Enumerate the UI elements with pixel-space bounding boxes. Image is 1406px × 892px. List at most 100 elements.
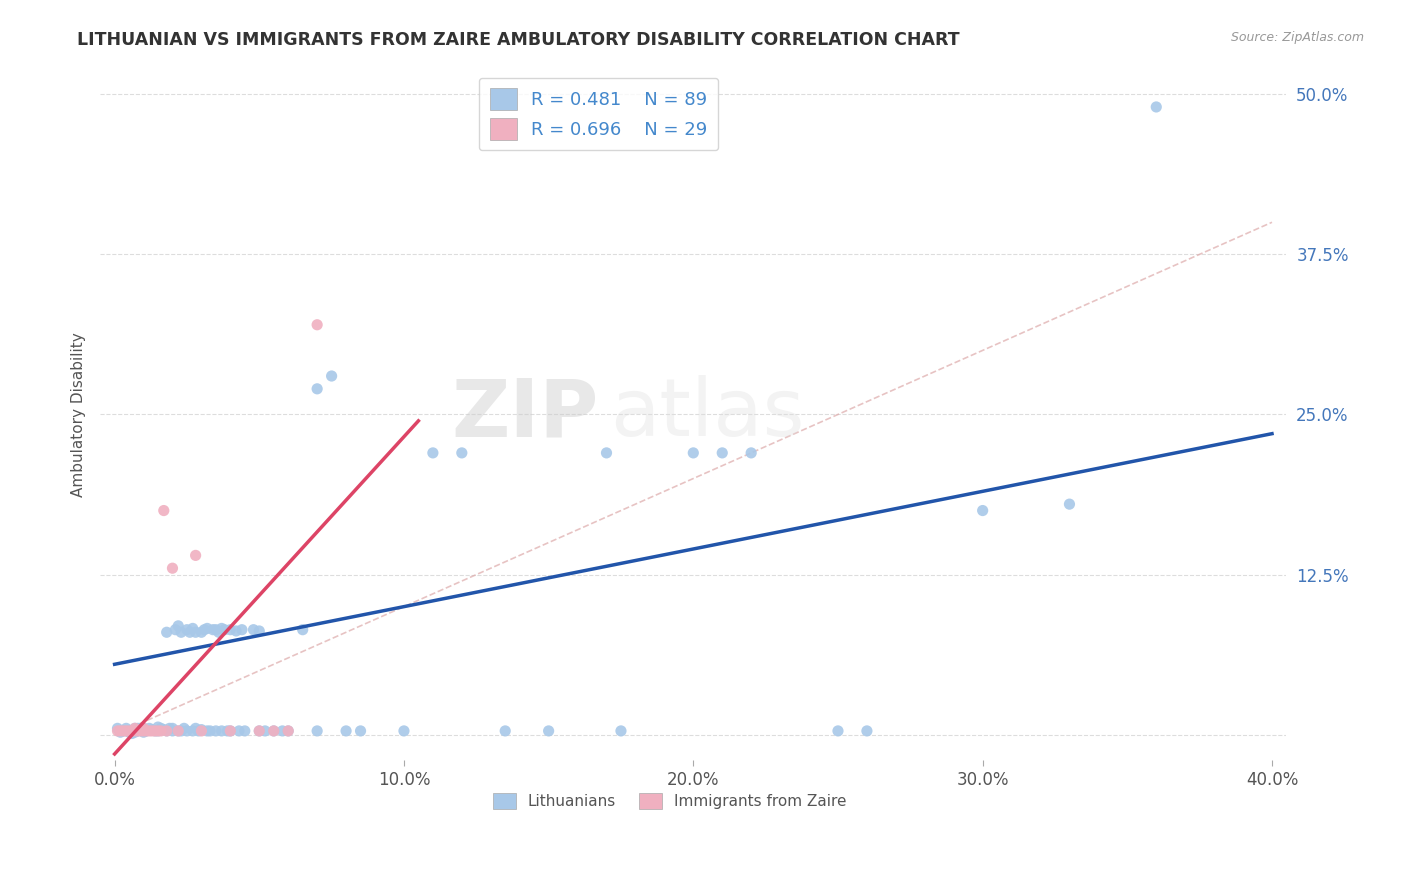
Point [138,723,160,738]
Point [127,722,149,736]
Point [146,723,169,738]
Point [124,725,146,739]
Point [167,723,190,738]
Text: atlas: atlas [610,376,804,453]
Point [321,369,343,384]
Point [156,625,179,640]
Point [135,723,157,738]
Point [112,723,135,738]
Point [162,722,184,736]
Point [740,446,762,460]
Point [195,622,218,636]
Point [132,723,155,738]
Point [190,723,212,738]
Point [146,720,169,734]
Point [1144,100,1167,114]
Point [211,622,233,636]
Text: LITHUANIAN VS IMMIGRANTS FROM ZAIRE AMBULATORY DISABILITY CORRELATION CHART: LITHUANIAN VS IMMIGRANTS FROM ZAIRE AMBU… [77,31,960,49]
Point [115,723,138,738]
Point [181,723,204,738]
Point [595,446,617,460]
Point [228,723,250,738]
Point [127,723,149,738]
Point [112,723,135,738]
Point [173,722,195,736]
Text: Source: ZipAtlas.com: Source: ZipAtlas.com [1230,31,1364,45]
Point [132,722,155,736]
Point [152,503,174,517]
Point [247,624,270,638]
Point [277,723,299,738]
Point [156,723,179,738]
Point [115,722,138,736]
Point [422,446,444,460]
Point [610,723,633,738]
Point [187,723,209,738]
Point [219,723,242,738]
Point [205,723,228,738]
Point [124,723,146,738]
Point [219,723,242,738]
Point [181,622,204,636]
Point [118,723,141,738]
Point [107,722,129,736]
Point [972,503,994,517]
Point [118,723,141,738]
Point [494,723,516,738]
Point [247,723,270,738]
Point [176,623,198,637]
Point [263,723,285,738]
Legend: Lithuanians, Immigrants from Zaire: Lithuanians, Immigrants from Zaire [486,787,852,815]
Point [124,722,146,736]
Point [162,723,184,738]
Point [208,625,231,640]
Point [138,722,160,736]
Point [141,723,163,738]
Point [198,723,221,738]
Point [167,619,190,633]
Point [711,446,734,460]
Point [184,549,207,563]
Point [141,723,163,737]
Point [335,723,357,738]
Point [121,723,143,738]
Point [184,625,207,640]
Point [110,725,132,739]
Point [450,446,472,460]
Point [271,723,294,738]
Point [149,723,172,738]
Point [146,723,169,738]
Point [110,723,132,738]
Point [682,446,704,460]
Point [307,382,329,396]
Point [132,725,155,739]
Point [170,723,193,738]
Point [856,723,879,738]
Point [211,723,233,738]
Point [124,722,146,736]
Point [225,624,247,638]
Point [219,623,242,637]
Point [214,623,236,637]
Point [307,723,329,738]
Point [205,623,228,637]
Point [118,725,141,739]
Point [190,723,212,737]
Point [392,723,415,738]
Point [127,723,149,738]
Point [195,723,218,738]
Y-axis label: Ambulatory Disability: Ambulatory Disability [72,332,86,497]
Point [307,318,329,332]
Point [233,723,256,738]
Point [176,723,198,738]
Point [190,625,212,640]
Point [179,625,201,640]
Point [165,623,187,637]
Point [827,723,849,738]
Point [149,722,172,736]
Point [537,723,560,738]
Point [217,723,239,738]
Point [201,623,224,637]
Point [132,722,155,736]
Point [231,623,253,637]
